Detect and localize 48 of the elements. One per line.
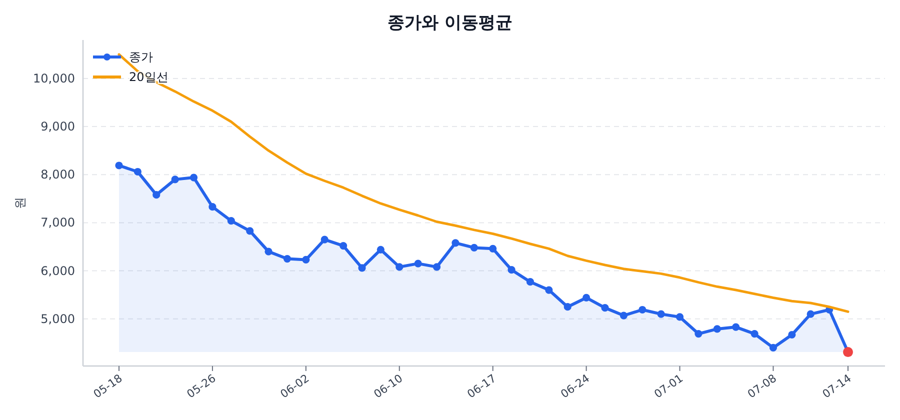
point (694, 330, 702, 338)
point (190, 174, 198, 182)
point (246, 227, 254, 235)
point (452, 239, 460, 247)
y-tick-label: 7,000 (40, 216, 75, 230)
y-tick-label: 8,000 (40, 168, 75, 182)
legend-label: 종가 (129, 50, 153, 64)
point (302, 256, 310, 264)
point (526, 278, 534, 286)
point (806, 310, 814, 318)
point (283, 254, 292, 263)
point (582, 294, 590, 302)
point (638, 306, 646, 314)
point (152, 191, 160, 199)
y-tick-label: 6,000 (40, 264, 75, 278)
point (115, 162, 123, 170)
y-tick-label: 5,000 (40, 312, 75, 326)
point (134, 168, 142, 176)
point (788, 330, 796, 339)
y-axis-title: 원 (13, 197, 27, 209)
point (320, 236, 328, 244)
point (470, 244, 478, 252)
chart-title: 종가와 이동평균 (388, 13, 512, 33)
point (601, 304, 609, 312)
point (657, 310, 665, 318)
point (376, 246, 384, 254)
point (545, 286, 553, 294)
point (227, 216, 235, 225)
y-tick-label: 9,000 (40, 120, 75, 134)
point (564, 303, 572, 311)
point (208, 203, 216, 211)
point (432, 263, 441, 271)
point (676, 313, 684, 321)
y-tick-label: 10,000 (33, 71, 75, 86)
point (769, 344, 778, 352)
point (732, 323, 740, 331)
point (489, 244, 497, 252)
point (414, 260, 422, 268)
point (340, 242, 348, 250)
point (713, 325, 721, 333)
point (750, 330, 758, 338)
point (358, 264, 366, 272)
point (396, 263, 404, 271)
point (264, 248, 272, 256)
line-series (118, 53, 850, 313)
point (620, 312, 628, 320)
point (171, 176, 179, 184)
point (508, 266, 516, 274)
